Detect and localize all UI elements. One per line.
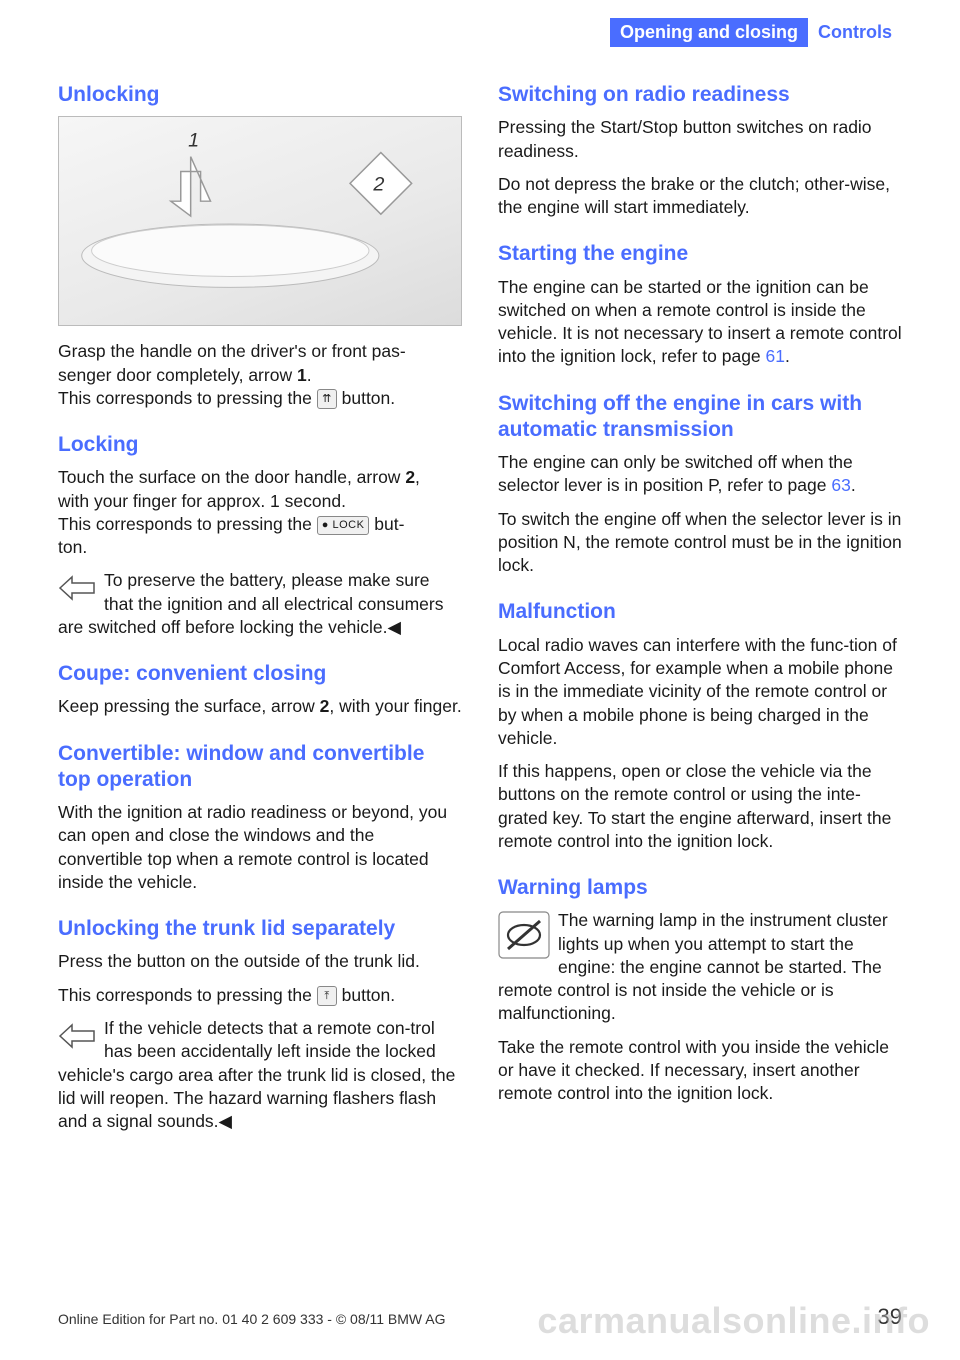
locking-tip: To preserve the battery, please make sur… [58, 569, 462, 639]
arrow-2: 2 [405, 467, 415, 487]
right-column: Switching on radio readiness Pressing th… [498, 70, 902, 1143]
text: Touch the surface on the door handle, ar… [58, 467, 405, 487]
tip-icon [58, 1019, 98, 1053]
text: but‐ [374, 514, 404, 534]
text: The engine can only be switched off when… [498, 452, 853, 495]
header-section: Opening and closing [610, 18, 808, 47]
text: This corresponds to pressing the [58, 985, 317, 1005]
text: This corresponds to pressing the [58, 514, 317, 534]
text: . [307, 365, 312, 385]
convertible-p1: With the ignition at radio readiness or … [58, 801, 462, 894]
svg-text:1: 1 [188, 130, 199, 152]
text: , [415, 467, 420, 487]
trunk-p2: This corresponds to pressing the ⤒ butto… [58, 984, 462, 1007]
tip-text: To preserve the battery, please make sur… [58, 570, 444, 637]
heading-locking: Locking [58, 432, 462, 458]
lock-button-icon: ● LOCK [317, 516, 370, 535]
page-ref-61[interactable]: 61 [766, 346, 785, 366]
warning-p2: Take the remote control with you inside … [498, 1036, 902, 1106]
heading-switchoff: Switching off the engine in cars with au… [498, 391, 902, 444]
page-number: 39 [878, 1304, 902, 1330]
svg-text:2: 2 [372, 174, 384, 196]
text: . [785, 346, 790, 366]
left-column: Unlocking 2 1 Grasp the handle on the dr… [58, 70, 462, 1143]
tip-text: If the vehicle detects that a remote con… [58, 1018, 455, 1131]
heading-radio: Switching on radio readiness [498, 82, 902, 108]
heading-coupe: Coupe: convenient closing [58, 661, 462, 687]
text: This corresponds to pressing the [58, 388, 317, 408]
text: senger door completely, arrow [58, 365, 297, 385]
unlock-button-icon: ⇈ [317, 389, 337, 409]
manual-page: Opening and closing Controls Unlocking 2… [0, 0, 960, 1360]
text: . [851, 475, 856, 495]
warning-p1: The warning lamp in the instrument clust… [498, 909, 902, 1025]
heading-convertible: Convertible: window and convertible top … [58, 741, 462, 794]
heading-warning: Warning lamps [498, 875, 902, 901]
trunk-button-icon: ⤒ [317, 986, 337, 1006]
starting-p1: The engine can be started or the ignitio… [498, 276, 902, 369]
unlocking-p1: Grasp the handle on the driver's or fron… [58, 340, 462, 410]
trunk-tip: If the vehicle detects that a remote con… [58, 1017, 462, 1133]
warning-text: The warning lamp in the instrument clust… [498, 910, 888, 1023]
arrow-2b: 2 [320, 696, 330, 716]
text: button. [337, 985, 395, 1005]
trunk-p1: Press the button on the outside of the t… [58, 950, 462, 973]
text: Keep pressing the surface, arrow [58, 696, 320, 716]
malfunction-p2: If this happens, open or close the vehic… [498, 760, 902, 853]
coupe-p1: Keep pressing the surface, arrow 2, with… [58, 695, 462, 718]
text: , with your finger. [329, 696, 461, 716]
text: Grasp the handle on the driver's or fron… [58, 341, 406, 361]
lock-label: LOCK [332, 519, 364, 531]
content-columns: Unlocking 2 1 Grasp the handle on the dr… [58, 70, 902, 1143]
page-ref-63[interactable]: 63 [831, 475, 850, 495]
text: The engine can be started or the ignitio… [498, 277, 902, 367]
malfunction-p1: Local radio waves can interfere with the… [498, 634, 902, 750]
locking-p1: Touch the surface on the door handle, ar… [58, 466, 462, 559]
header-tabs: Opening and closing Controls [610, 18, 902, 47]
switchoff-p2: To switch the engine off when the select… [498, 508, 902, 578]
heading-starting: Starting the engine [498, 241, 902, 267]
header-category: Controls [808, 18, 902, 47]
tip-icon [58, 571, 98, 605]
text: ton. [58, 537, 87, 557]
arrow-1: 1 [297, 365, 307, 385]
switchoff-p1: The engine can only be switched off when… [498, 451, 902, 498]
page-footer: Online Edition for Part no. 01 40 2 609 … [58, 1304, 902, 1330]
text: with your finger for approx. 1 second. [58, 491, 346, 511]
radio-p1: Pressing the Start/Stop button switches … [498, 116, 902, 163]
radio-p2: Do not depress the brake or the clutch; … [498, 173, 902, 220]
text: button. [337, 388, 395, 408]
heading-trunk: Unlocking the trunk lid separately [58, 916, 462, 942]
warning-lamp-icon [498, 911, 550, 959]
door-handle-figure: 2 1 [58, 116, 462, 326]
heading-malfunction: Malfunction [498, 599, 902, 625]
heading-unlocking: Unlocking [58, 82, 462, 108]
footer-line: Online Edition for Part no. 01 40 2 609 … [58, 1311, 446, 1327]
